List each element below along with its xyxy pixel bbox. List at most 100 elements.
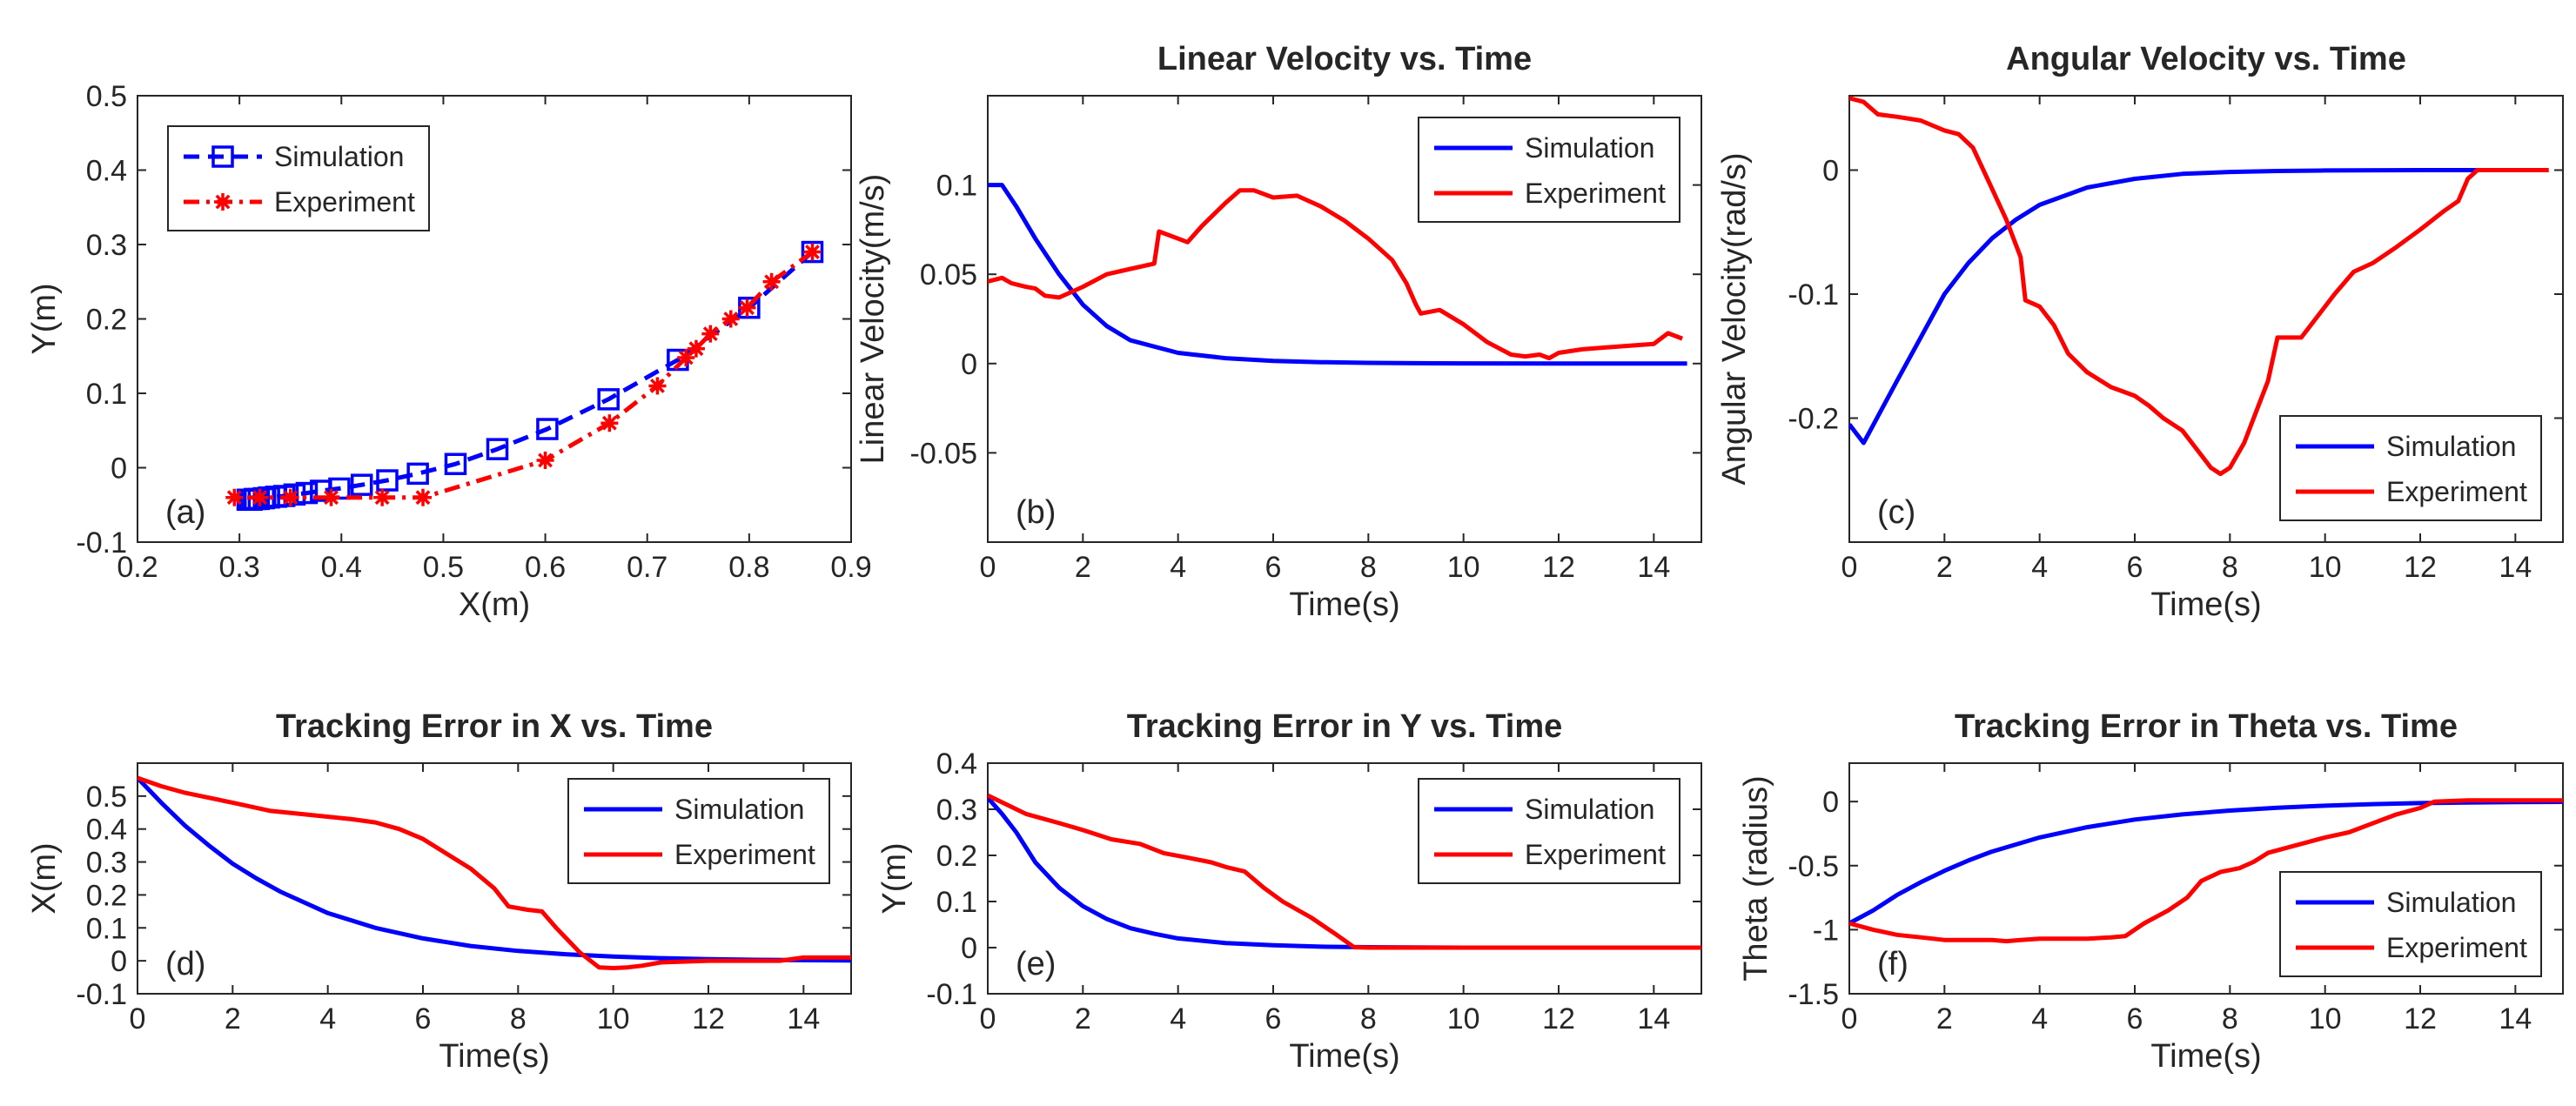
y-axis-label: Theta (radius) <box>1738 775 1774 982</box>
data-point-experiment <box>225 488 244 506</box>
data-point-experiment-d2 <box>252 490 268 506</box>
series-line-simulation <box>1849 168 2549 446</box>
legend: Simulation Experiment <box>2279 415 2542 521</box>
data-point-experiment <box>721 310 740 328</box>
data-point-experiment-d2 <box>283 490 299 506</box>
data-point-simulation <box>350 473 373 496</box>
data-point-experiment <box>677 348 695 366</box>
series-line-simulation <box>1849 800 2563 926</box>
panel-label: (c) <box>1877 494 1915 531</box>
chart-a: 0.2 0.3 0.4 0.5 0.6 0.7 0.8 0.9 -0.1 0 0.1 0.2 0.3 0.… <box>26 80 872 623</box>
data-point-experiment <box>600 414 619 432</box>
data-point-simulation <box>406 462 429 486</box>
y-tick-label: 0.1 <box>936 170 977 203</box>
series-line-experiment <box>988 188 1683 361</box>
chart-d-axes-box <box>137 762 852 995</box>
data-point-experiment-d2 <box>740 300 755 316</box>
data-point-experiment <box>251 488 269 506</box>
x-tick-label: 10 <box>1447 551 1480 584</box>
y-tick-label: -1 <box>1813 914 1839 947</box>
data-point-experiment <box>322 488 340 506</box>
y-tick-label: 0.1 <box>86 378 127 411</box>
x-tick-label: 0.5 <box>423 551 464 584</box>
series-line-simulation <box>988 183 1687 366</box>
x-axis-label: Time(s) <box>1289 1038 1399 1075</box>
series-line-simulation <box>247 250 815 502</box>
y-tick-label: 0 <box>961 932 977 965</box>
x-tick-label: 12 <box>1542 1002 1575 1036</box>
y-axis-label: Y(m) <box>876 842 913 914</box>
y-tick-label: -0.05 <box>910 437 978 470</box>
data-point-experiment <box>281 488 299 506</box>
legend-label-simulation: Simulation <box>1525 132 1654 164</box>
y-tick-label: 0.5 <box>86 80 127 113</box>
y-tick-label: 0.2 <box>936 840 977 873</box>
legend: Simulation Experiment <box>567 778 830 884</box>
legend: Simulation Experiment <box>1418 117 1680 223</box>
y-tick-label: 0 <box>111 945 127 978</box>
series-line-experiment <box>988 793 1701 950</box>
x-tick-label: 0.8 <box>728 551 769 584</box>
chart-d: 0 2 4 6 8 10 12 14-0.100.10.20.30.40.5Tracking … <box>26 708 852 1075</box>
x-tick-label: 0.6 <box>525 551 566 584</box>
legend-box <box>2279 871 2542 977</box>
legend-marker-simulation <box>211 145 234 168</box>
x-tick-label: 14 <box>1637 1002 1670 1036</box>
legend-label-simulation: Simulation <box>274 141 404 172</box>
x-tick-label: 0 <box>980 551 996 584</box>
panel-label: (e) <box>1016 946 1056 982</box>
x-tick-label: 6 <box>1265 1002 1282 1036</box>
legend-label-experiment: Experiment <box>274 186 415 218</box>
chart-title: Angular Velocity vs. Time <box>2006 41 2406 77</box>
x-tick-label: 4 <box>1170 1002 1186 1036</box>
panel-label: (d) <box>165 946 205 982</box>
x-tick-label: 0 <box>980 1002 996 1036</box>
x-tick-label: 2 <box>1936 1002 1953 1036</box>
legend-marker-experiment-d2 <box>215 194 231 210</box>
x-tick-label: 0.3 <box>219 551 260 584</box>
chart-c: 0 2 4 6 8 10 12 14 -0.2 -0.1 0 Angular Velocity vs.… <box>1716 41 2564 623</box>
x-axis-label: X(m) <box>459 587 530 623</box>
legend: Simulation Experiment <box>167 125 430 231</box>
data-point-experiment-d2 <box>538 452 553 468</box>
data-point-simulation <box>486 438 509 460</box>
x-tick-label: 6 <box>2127 551 2143 584</box>
x-tick-label: 8 <box>1360 551 1377 584</box>
legend-label-experiment: Experiment <box>674 839 815 870</box>
y-tick-label: 0.2 <box>86 304 127 337</box>
data-point-experiment-d2 <box>678 350 694 365</box>
data-point-experiment-d2 <box>601 415 617 431</box>
chart-b-series <box>988 183 1687 366</box>
chart-title: Linear Velocity vs. Time <box>1157 41 1532 77</box>
data-point-experiment <box>738 298 756 317</box>
x-tick-label: 0.4 <box>321 551 362 584</box>
legend-marker-experiment <box>214 193 231 211</box>
x-tick-label: 12 <box>1542 551 1575 584</box>
y-tick-label: -0.1 <box>76 526 127 560</box>
x-tick-label: 0.9 <box>830 551 871 584</box>
y-tick-label: 0 <box>111 452 127 486</box>
y-tick-label: 0 <box>1822 155 1839 188</box>
x-tick-label: 10 <box>597 1002 630 1036</box>
legend-box <box>167 125 430 231</box>
y-tick-label: 0.1 <box>936 886 977 919</box>
legend-label-simulation: Simulation <box>674 794 804 825</box>
x-tick-label: 4 <box>319 1002 336 1036</box>
legend: Simulation Experiment <box>1418 778 1680 884</box>
y-tick-label: -0.1 <box>1788 278 1839 312</box>
chart-e-axes-box <box>987 762 1702 995</box>
x-tick-label: 6 <box>1265 551 1282 584</box>
data-point-experiment <box>803 243 822 261</box>
x-tick-label: 6 <box>2127 1002 2143 1036</box>
series-line-experiment <box>234 250 814 500</box>
chart-f-axes-box <box>1848 762 2564 995</box>
y-tick-label: -0.1 <box>76 978 127 1011</box>
y-axis-label: Y(m) <box>26 283 63 354</box>
x-tick-label: 14 <box>2499 551 2532 584</box>
data-point-experiment-d2 <box>374 490 390 506</box>
x-tick-label: 2 <box>1075 551 1091 584</box>
x-tick-label: 10 <box>1447 1002 1480 1036</box>
x-tick-label: 4 <box>2031 551 2048 584</box>
